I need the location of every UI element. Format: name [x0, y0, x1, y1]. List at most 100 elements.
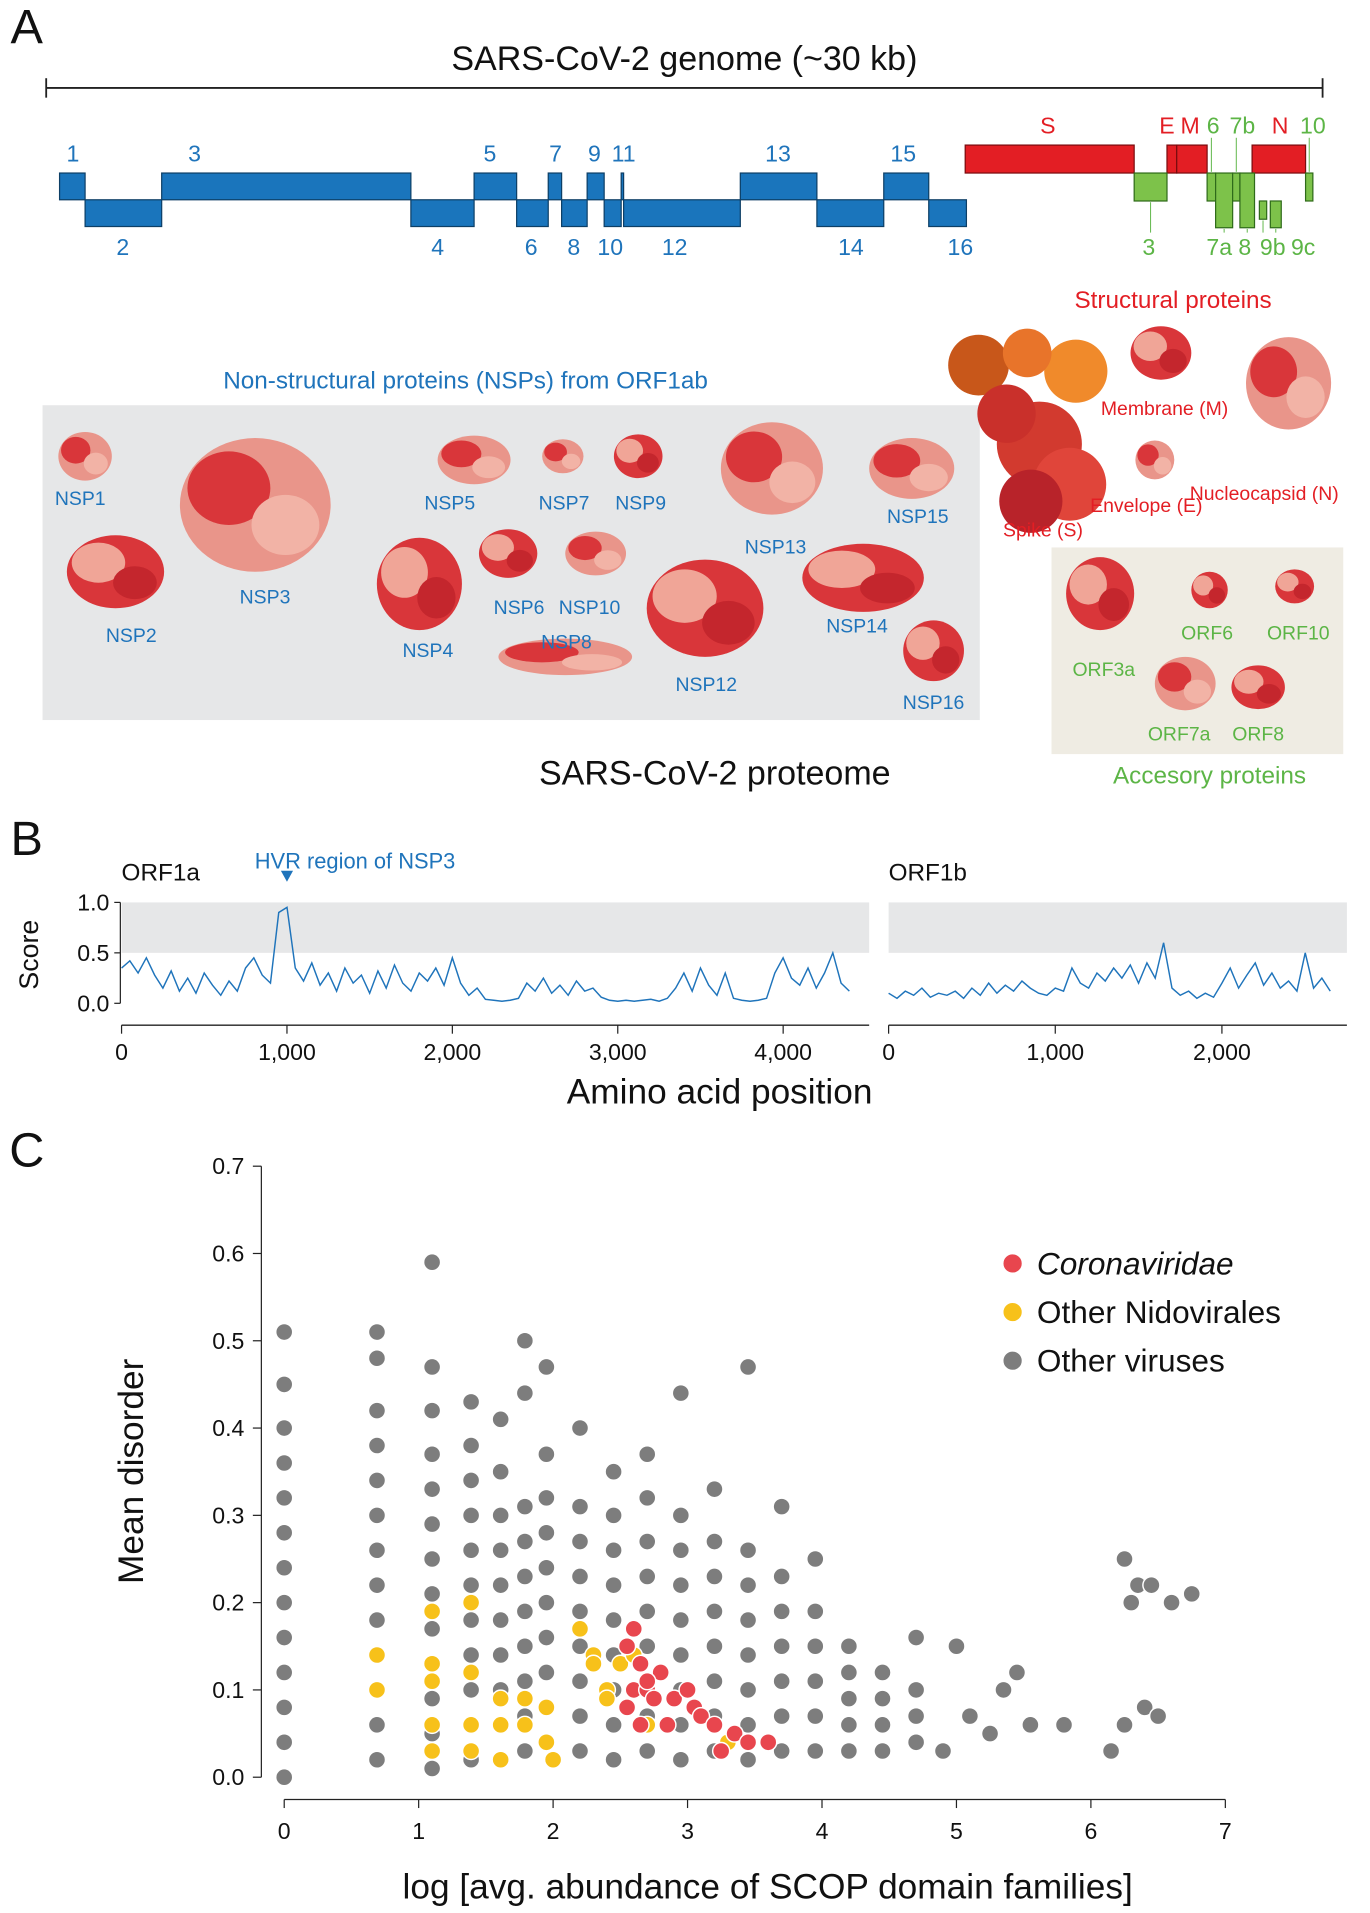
scatter-point — [839, 1715, 859, 1735]
scatter-point — [1054, 1715, 1074, 1735]
scatter-point — [637, 1741, 657, 1761]
scatter-point — [461, 1436, 481, 1455]
scatter-point — [637, 1602, 657, 1621]
y-axis-label: Score — [14, 920, 44, 990]
gene-segment — [561, 199, 588, 228]
protein-structure — [702, 600, 755, 645]
protein-structure — [505, 642, 579, 663]
x-tick-label: 0 — [882, 1039, 895, 1065]
gene-label: 10 — [597, 234, 623, 260]
scatter-point — [274, 1418, 294, 1438]
gene-segment — [883, 172, 930, 201]
scatter-point — [491, 1750, 510, 1769]
scatter-point — [604, 1541, 623, 1560]
legend-label: Other Nidovirales — [1037, 1294, 1281, 1330]
scatter-point — [570, 1567, 590, 1586]
protein-structure — [616, 438, 644, 463]
scatter-point — [570, 1706, 590, 1726]
y-tick-label: 0.5 — [212, 1328, 244, 1354]
scatter-point — [461, 1392, 481, 1412]
protein-structure — [1159, 348, 1187, 374]
scatter-point — [491, 1410, 510, 1429]
genome-title: SARS-CoV-2 genome (~30 kb) — [451, 40, 917, 78]
scatter-point — [461, 1663, 481, 1682]
gene-segment — [84, 199, 163, 228]
gene-label: 8 — [567, 234, 580, 260]
scatter-point — [906, 1680, 926, 1700]
scatter-point — [980, 1724, 1000, 1743]
x-tick-label: 6 — [1084, 1818, 1097, 1844]
scatter-point — [839, 1741, 859, 1761]
scatter-point — [738, 1680, 758, 1700]
scatter-point — [705, 1637, 724, 1656]
scatter-point — [515, 1689, 535, 1708]
protein-structure — [506, 549, 533, 572]
protein-label: NSP2 — [106, 625, 157, 647]
x-axis-label: Amino acid position — [567, 1073, 873, 1112]
scatter-point — [422, 1584, 442, 1604]
legend-label: Other viruses — [1037, 1343, 1225, 1379]
gene-segment — [516, 199, 549, 228]
scatter-point — [637, 1445, 657, 1464]
scatter-point — [806, 1741, 825, 1761]
scatter-point — [422, 1357, 442, 1377]
scatter-point — [637, 1532, 657, 1551]
scatter-point — [537, 1663, 556, 1682]
scatter-point — [537, 1628, 556, 1647]
scatter-point — [274, 1593, 294, 1612]
protein-structure — [1069, 564, 1107, 605]
scatter-point — [604, 1750, 623, 1769]
gene-label: 5 — [483, 141, 496, 167]
protein-label: NSP3 — [240, 586, 291, 608]
scatter-point — [772, 1602, 791, 1621]
scatter-point — [515, 1532, 535, 1551]
protein-structure — [636, 452, 659, 473]
gene-segment — [1215, 172, 1234, 229]
protein-structure — [1157, 662, 1192, 692]
gene-segment — [1232, 172, 1241, 202]
scatter-point — [422, 1715, 442, 1735]
scatter-point — [461, 1715, 481, 1735]
scatter-point — [906, 1733, 926, 1752]
scatter-point — [873, 1741, 892, 1761]
scatter-point — [1142, 1575, 1161, 1595]
scatter-point — [422, 1514, 442, 1534]
scatter-point — [491, 1462, 510, 1481]
y-tick-label: 0.0 — [77, 990, 109, 1016]
protein-label: Nucleocapsid (N) — [1190, 483, 1339, 505]
y-tick-label: 0.6 — [212, 1240, 244, 1266]
scatter-point — [839, 1663, 859, 1682]
scatter-point — [873, 1715, 892, 1735]
section-title: SARS-CoV-2 proteome — [539, 755, 891, 793]
gene-label: 1 — [67, 141, 80, 167]
gene-label: E — [1159, 113, 1174, 139]
scatter-point — [537, 1558, 556, 1577]
protein-label: NSP12 — [675, 674, 737, 696]
scatter-point — [624, 1619, 644, 1639]
scatter-point — [274, 1698, 294, 1717]
protein-label: NSP9 — [615, 493, 666, 515]
gene-segment — [161, 172, 412, 201]
gene-segment — [1258, 200, 1268, 220]
scatter-point — [604, 1715, 623, 1735]
scatter-point — [461, 1575, 481, 1595]
scatter-point — [873, 1689, 892, 1708]
gene-label: 7b — [1230, 113, 1256, 139]
scatter-point — [570, 1602, 590, 1621]
protein-structure — [561, 453, 581, 470]
scatter-point — [537, 1357, 556, 1377]
scatter-point — [906, 1706, 926, 1726]
scatter-point — [597, 1689, 617, 1708]
gene-label: 6 — [525, 234, 538, 260]
scatter-point — [422, 1252, 442, 1272]
protein-label: NSP16 — [903, 692, 965, 714]
scatter-point — [274, 1523, 294, 1543]
gene-segment — [586, 172, 605, 201]
scatter-point — [461, 1593, 481, 1612]
scatter-point — [772, 1637, 791, 1656]
gene-label: N — [1272, 113, 1289, 139]
gene-segment — [928, 199, 968, 228]
scatter-point — [671, 1645, 691, 1665]
scatter-point — [515, 1602, 535, 1621]
line-series — [888, 942, 1331, 1000]
